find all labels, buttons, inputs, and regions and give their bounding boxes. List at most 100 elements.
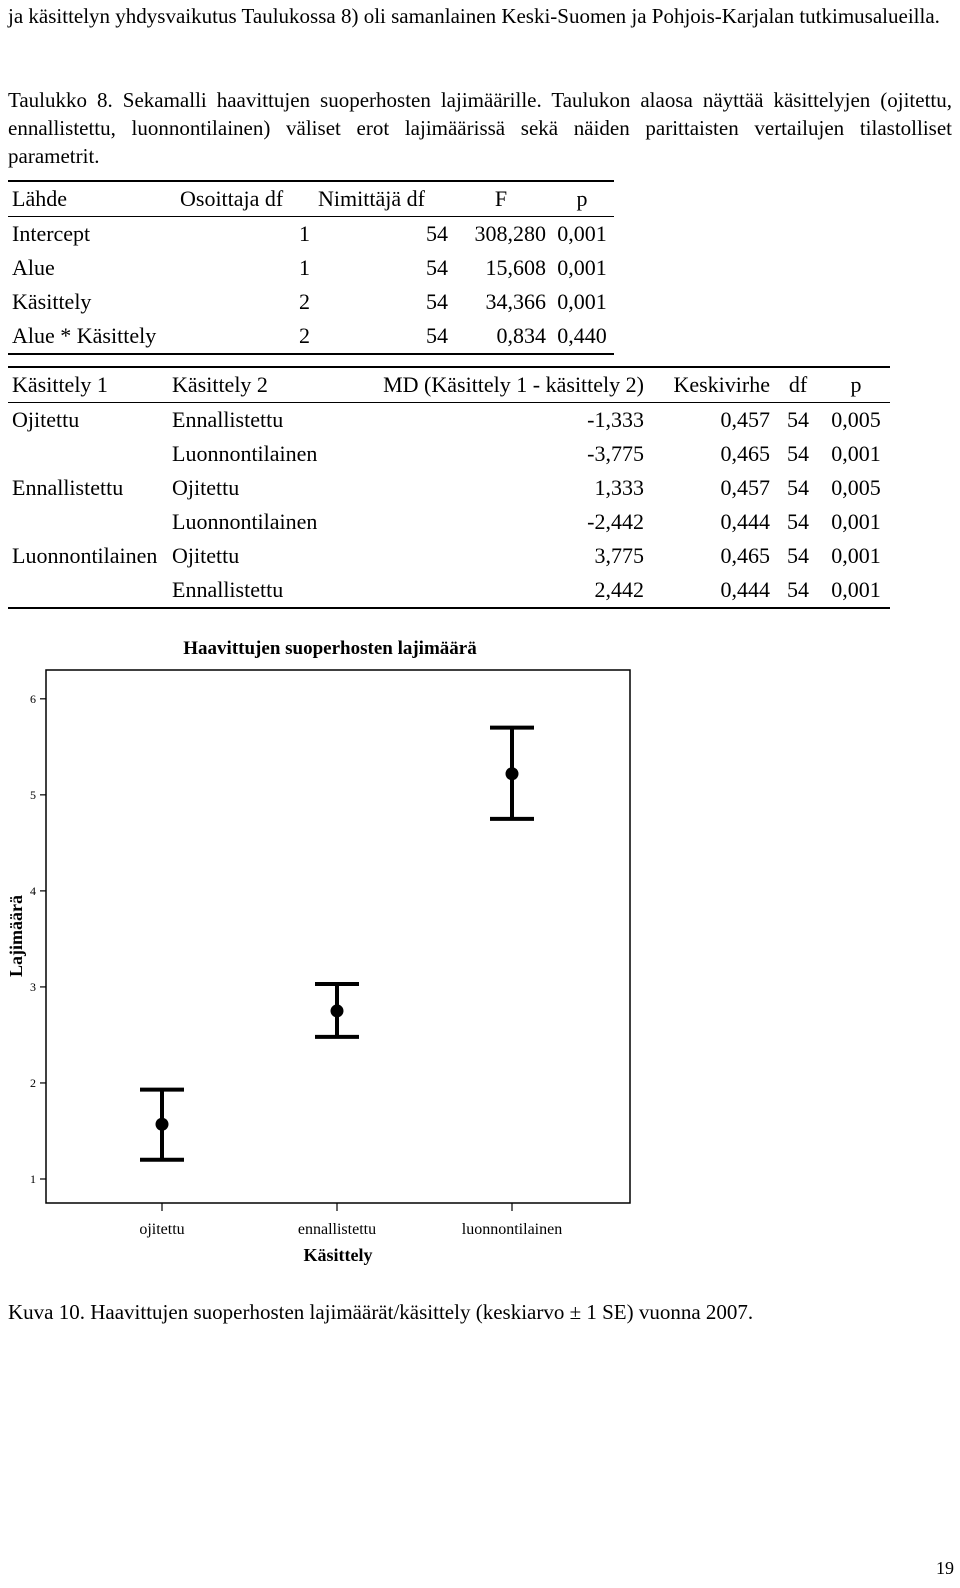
pairwise-table: Käsittely 1 Käsittely 2 MD (Käsittely 1 … <box>8 366 890 609</box>
table-cell: 0,001 <box>831 509 881 534</box>
anova-row: Käsittely 2 54 34,366 0,001 <box>8 285 614 319</box>
col-header-f: F <box>452 181 550 217</box>
table-cell: 0,465 <box>720 441 771 466</box>
table-caption: Taulukko 8. Sekamalli haavittujen suoper… <box>8 88 952 168</box>
table-cell: 54 <box>426 289 448 314</box>
table-cell: 1 <box>299 255 310 280</box>
table-cell: 34,366 <box>485 289 547 314</box>
anova-row: Intercept 1 54 308,280 0,001 <box>8 217 614 252</box>
pairwise-row: Luonnontilainen -2,442 0,444 54 0,001 <box>8 505 890 539</box>
table-cell: 0,834 <box>496 323 547 348</box>
mean-point <box>505 767 519 781</box>
col-header-md: MD (Käsittely 1 - käsittely 2) <box>334 367 648 403</box>
table-cell: 54 <box>787 543 809 568</box>
x-axis-label: Käsittely <box>304 1245 373 1265</box>
x-tick-label: ojitettu <box>139 1221 184 1238</box>
table-cell: 1 <box>299 221 310 246</box>
col-header-treatment-2: Käsittely 2 <box>168 367 334 403</box>
table-cell: 308,280 <box>474 221 547 246</box>
table-cell: 54 <box>787 577 809 602</box>
figure-caption: Kuva 10. Haavittujen suoperhosten lajimä… <box>8 1300 754 1324</box>
table-cell: Ojitettu <box>12 407 80 432</box>
table-cell: 0,005 <box>831 475 881 500</box>
table-cell: 54 <box>426 323 448 348</box>
col-header-p: p <box>822 367 890 403</box>
table-cell: 15,608 <box>485 255 547 280</box>
table-cell: 0,440 <box>557 323 607 348</box>
col-header-p: p <box>550 181 614 217</box>
y-tick-label: 1 <box>30 1172 36 1186</box>
plot-frame <box>45 669 631 1204</box>
table-cell: 0,444 <box>720 509 771 534</box>
pairwise-row: Ennallistettu 2,442 0,444 54 0,001 <box>8 573 890 608</box>
col-header-source: Lähde <box>8 181 176 217</box>
anova-header-row: Lähde Osoittaja df Nimittäjä df F p <box>8 181 614 217</box>
pairwise-row: Luonnontilainen Ojitettu 3,775 0,465 54 0,001 <box>8 539 890 573</box>
table-cell: 3,775 <box>594 543 645 568</box>
table-cell: Ennallistettu <box>172 407 284 432</box>
page-number: 19 <box>936 1558 954 1578</box>
pairwise-row: Luonnontilainen -3,775 0,465 54 0,001 <box>8 437 890 471</box>
table-cell: 0,457 <box>720 407 771 432</box>
table-cell: Ojitettu <box>172 475 240 500</box>
pairwise-row: Ojitettu Ennallistettu -1,333 0,457 54 0,005 <box>8 403 890 438</box>
chart-title: Haavittujen suoperhosten lajimäärä <box>183 638 477 659</box>
pairwise-row: Ennallistettu Ojitettu 1,333 0,457 54 0,005 <box>8 471 890 505</box>
y-tick-label: 5 <box>30 788 36 802</box>
table-cell: 0,005 <box>831 407 881 432</box>
y-tick-label: 4 <box>30 884 36 898</box>
table-cell: 1,333 <box>594 475 645 500</box>
intro-paragraph: ja käsittelyn yhdysvaikutus Taulukossa 8… <box>8 4 940 28</box>
table-cell: Käsittely <box>12 289 92 314</box>
y-tick-label: 3 <box>30 980 36 994</box>
table-cell: 54 <box>787 509 809 534</box>
col-header-se: Keskivirhe <box>648 367 774 403</box>
table-cell <box>8 573 168 608</box>
col-header-den-df: Nimittäjä df <box>314 181 452 217</box>
table-cell: 54 <box>787 475 809 500</box>
table-cell <box>8 437 168 471</box>
table-cell: -2,442 <box>587 509 644 534</box>
anova-row: Alue * Käsittely 2 54 0,834 0,440 <box>8 319 614 354</box>
table-cell: Intercept <box>12 221 91 246</box>
anova-table: Lähde Osoittaja df Nimittäjä df F p Inte… <box>8 180 614 355</box>
table-cell: 2 <box>299 323 310 348</box>
table-cell: -1,333 <box>587 407 644 432</box>
col-header-df: df <box>774 367 822 403</box>
table-cell: 0,444 <box>720 577 771 602</box>
table-cell: 0,001 <box>831 577 881 602</box>
mean-point <box>330 1004 344 1018</box>
table-cell: -3,775 <box>587 441 644 466</box>
table-cell: 0,457 <box>720 475 771 500</box>
table-cell: 0,001 <box>557 221 607 246</box>
table-cell: Luonnontilainen <box>172 509 318 534</box>
table-cell: 0,001 <box>557 289 607 314</box>
table-cell: 54 <box>426 221 448 246</box>
table-cell: 54 <box>426 255 448 280</box>
table-cell: 0,001 <box>557 255 607 280</box>
col-header-num-df: Osoittaja df <box>176 181 314 217</box>
table-cell: 54 <box>787 441 809 466</box>
table-cell: 54 <box>787 407 809 432</box>
table-cell: Alue <box>12 255 55 280</box>
table-cell: Ennallistettu <box>172 577 284 602</box>
anova-row: Alue 1 54 15,608 0,001 <box>8 251 614 285</box>
y-tick-label: 6 <box>30 692 36 706</box>
table-cell: Ennallistettu <box>12 475 124 500</box>
y-axis-label: Lajimäärä <box>6 895 26 977</box>
table-cell: 0,001 <box>831 543 881 568</box>
mean-point <box>155 1117 169 1131</box>
species-count-chart: Haavittujen suoperhosten lajimäärä 1 2 3 4 5 6… <box>6 638 631 1265</box>
table-cell: 2,442 <box>594 577 645 602</box>
col-header-treatment-1: Käsittely 1 <box>8 367 168 403</box>
table-cell: Alue * Käsittely <box>12 323 157 348</box>
table-cell: 0,001 <box>831 441 881 466</box>
x-tick-label: luonnontilainen <box>462 1221 562 1238</box>
pairwise-header-row: Käsittely 1 Käsittely 2 MD (Käsittely 1 … <box>8 367 890 403</box>
table-cell: Luonnontilainen <box>12 543 158 568</box>
table-cell: 0,465 <box>720 543 771 568</box>
table-cell: 2 <box>299 289 310 314</box>
x-tick-label: ennallistettu <box>298 1221 376 1238</box>
table-cell: Luonnontilainen <box>172 441 318 466</box>
table-cell <box>8 505 168 539</box>
